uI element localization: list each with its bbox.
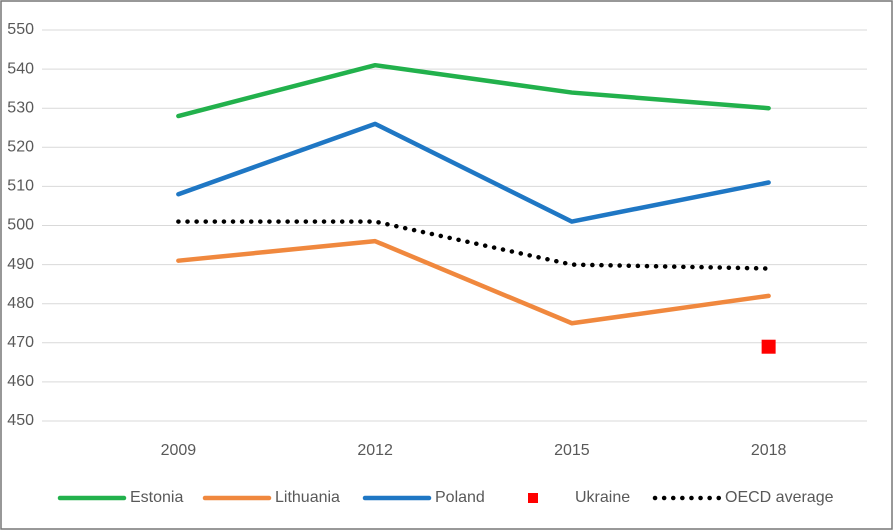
y-tick-label: 500 <box>7 217 34 234</box>
y-tick-label: 490 <box>7 256 34 273</box>
x-tick-label: 2018 <box>751 442 787 459</box>
x-tick-label: 2009 <box>161 442 197 459</box>
line <box>176 219 771 271</box>
legend-swatch <box>528 493 538 503</box>
y-tick-label: 480 <box>7 295 34 312</box>
y-tick-label: 530 <box>7 99 34 116</box>
legend-label: OECD average <box>725 489 834 506</box>
legend-label: Poland <box>435 489 485 506</box>
legend-label: Lithuania <box>275 489 340 506</box>
y-tick-label: 460 <box>7 373 34 390</box>
x-tick-label: 2012 <box>357 442 393 459</box>
x-tick-label: 2015 <box>554 442 590 459</box>
y-tick-label: 550 <box>7 21 34 38</box>
y-tick-label: 540 <box>7 60 34 77</box>
y-tick-label: 470 <box>7 334 34 351</box>
y-tick-label: 520 <box>7 139 34 156</box>
y-tick-label: 510 <box>7 178 34 195</box>
line <box>176 238 771 326</box>
marker <box>761 339 776 354</box>
legend-label: Estonia <box>130 489 183 506</box>
line <box>176 121 771 224</box>
legend-label: Ukraine <box>575 489 630 506</box>
line <box>176 62 771 119</box>
y-tick-label: 450 <box>7 412 34 429</box>
